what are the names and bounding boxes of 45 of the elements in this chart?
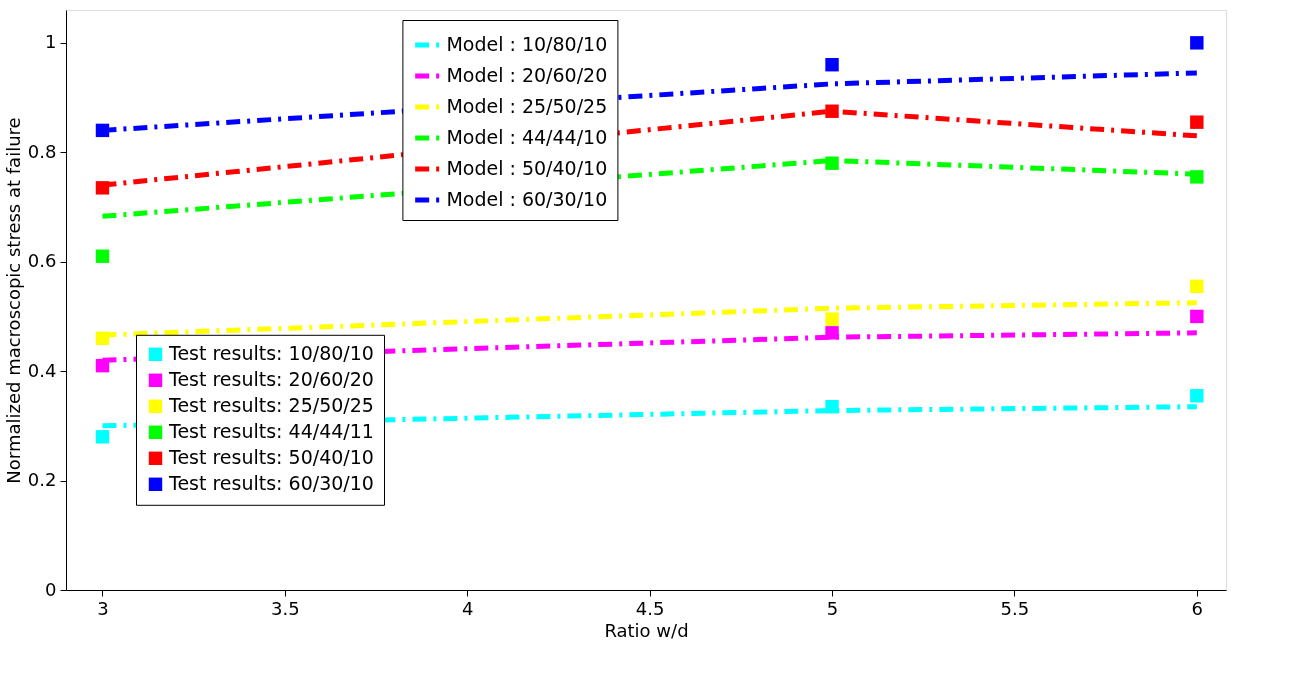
legend-label: Model : 44/44/10: [446, 126, 608, 148]
legend-label: Model : 10/80/10: [446, 33, 608, 55]
legend-label: Model : 50/40/10: [446, 157, 608, 179]
legend-label: Test results: 25/50/25: [168, 394, 374, 417]
legend-label: Model : 20/60/20: [446, 64, 608, 86]
point: [95, 358, 110, 373]
point: [825, 326, 839, 340]
legend-label: Model : 60/30/10: [446, 188, 608, 210]
y-tick-label: 0.2: [27, 469, 57, 491]
y-tick-label: 0.4: [27, 359, 57, 381]
x-tick-label: 4.5: [635, 597, 665, 619]
legend-label: Test results: 20/60/20: [168, 368, 374, 391]
point: [1190, 36, 1204, 50]
x-tick-label: 5.5: [1000, 597, 1030, 619]
y-tick-label: 0.8: [27, 140, 57, 162]
x-tick-label: 6: [1191, 597, 1204, 619]
legend-label: Test results: 44/44/11: [168, 420, 374, 443]
point: [825, 399, 839, 414]
legend-label: Test results: 50/40/10: [168, 446, 374, 469]
point: [825, 312, 839, 326]
x-tick-label: 3.5: [271, 597, 300, 619]
point: [1190, 170, 1204, 184]
point: [825, 104, 839, 118]
x-tick-label: 3: [97, 597, 109, 619]
point: [825, 58, 839, 72]
x-tick-label: 4: [462, 597, 474, 619]
point: [95, 181, 110, 195]
point: [95, 430, 110, 444]
x-tick-label: 5: [826, 597, 839, 619]
legend-label: Model : 25/50/25: [446, 95, 608, 117]
point: [95, 249, 110, 263]
point: [825, 156, 839, 170]
point: [95, 123, 110, 138]
y-tick-label: 0: [45, 578, 57, 600]
point: [1190, 279, 1204, 294]
x-axis-title: Ratio w/d: [604, 619, 689, 641]
legend-label: Test results: 10/80/10: [168, 342, 374, 365]
point: [1190, 309, 1204, 324]
y-tick-label: 1: [45, 31, 57, 53]
y-tick-label: 0.6: [27, 250, 57, 272]
point: [1190, 115, 1204, 129]
point: [1190, 389, 1204, 403]
legend-label: Test results: 60/30/10: [168, 472, 374, 495]
point: [95, 331, 110, 346]
y-axis-title: Normalized macroscopic stress at failure: [2, 117, 24, 484]
